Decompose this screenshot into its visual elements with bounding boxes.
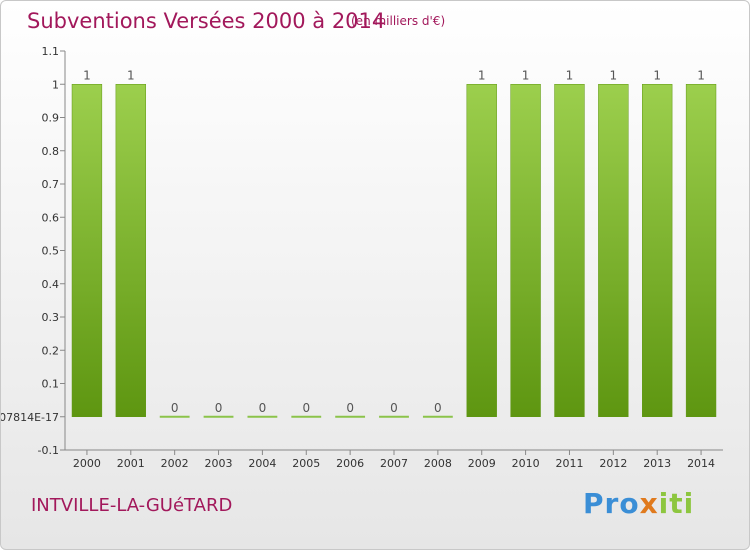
x-tick-label: 2001: [117, 457, 145, 470]
y-tick-label: 1.1: [42, 45, 60, 58]
y-tick-label: 0.1: [42, 378, 60, 391]
chart-labels: 1 2000 1 2001 0 2002 0 2003 0 2004 0 2005 0 2006 0 2007…: [73, 68, 715, 470]
y-tick-label: 0.3: [42, 311, 60, 324]
data-label: 0: [390, 401, 398, 415]
chart-bars: [71, 84, 717, 418]
logo-part-1: Pro: [583, 487, 640, 520]
x-tick-label: 2009: [468, 457, 496, 470]
y-tick-label: 0.6: [42, 211, 60, 224]
chart-subtitle: (en milliers d'€): [351, 14, 446, 28]
data-label: 0: [259, 401, 267, 415]
y-tick-label: 0.4: [42, 278, 60, 291]
bar: [71, 84, 103, 417]
y-tick-label: -0.1: [38, 444, 59, 457]
bar: [466, 84, 497, 417]
chart-title: Subventions Versées 2000 à 2014: [27, 9, 386, 33]
proxiti-logo[interactable]: Proxiti: [583, 487, 694, 520]
x-tick-label: 2003: [205, 457, 233, 470]
bar: [115, 84, 146, 417]
y-tick-label: 0.7: [42, 178, 60, 191]
logo-part-3: iti: [658, 487, 695, 520]
data-label: 1: [697, 68, 705, 82]
y-tick-label: 0.2: [42, 344, 60, 357]
bar: [642, 84, 673, 417]
bar: [685, 84, 717, 417]
data-label: 1: [610, 68, 618, 82]
data-label: 1: [127, 68, 135, 82]
data-label: 0: [171, 401, 179, 415]
bar: [510, 84, 541, 417]
commune-name: INTVILLE-LA-GUéTARD: [31, 495, 233, 516]
data-label: 0: [302, 401, 310, 415]
data-label: 1: [653, 68, 661, 82]
y-tick-label: 1: [52, 78, 59, 91]
data-label: 0: [434, 401, 442, 415]
x-tick-label: 2014: [687, 457, 715, 470]
x-tick-label: 2010: [512, 457, 540, 470]
y-tick-label: 0.5: [42, 245, 60, 258]
x-tick-label: 2013: [643, 457, 671, 470]
x-tick-label: 2004: [248, 457, 276, 470]
x-tick-label: 2008: [424, 457, 452, 470]
bar: [554, 84, 585, 417]
data-label: 1: [478, 68, 486, 82]
chart-axes: -0.1 1.3877787807814E-17 0.1 0.2 0.3 0.4 0.5 0.…: [1, 45, 723, 457]
y-tick-label: 0.8: [42, 145, 60, 158]
y-tick-label: 0.9: [42, 112, 60, 125]
x-tick-label: 2002: [161, 457, 189, 470]
x-tick-label: 2000: [73, 457, 101, 470]
data-label: 0: [215, 401, 223, 415]
x-tick-label: 2012: [599, 457, 627, 470]
data-label: 0: [346, 401, 354, 415]
x-tick-label: 2007: [380, 457, 408, 470]
data-label: 1: [83, 68, 91, 82]
x-tick-label: 2005: [292, 457, 320, 470]
y-tick-label: 1.3877787807814E-17: [1, 411, 59, 424]
data-label: 1: [522, 68, 530, 82]
bar: [598, 84, 629, 417]
x-tick-label: 2011: [555, 457, 583, 470]
data-label: 1: [566, 68, 574, 82]
logo-part-2: x: [639, 487, 659, 520]
x-tick-label: 2006: [336, 457, 364, 470]
